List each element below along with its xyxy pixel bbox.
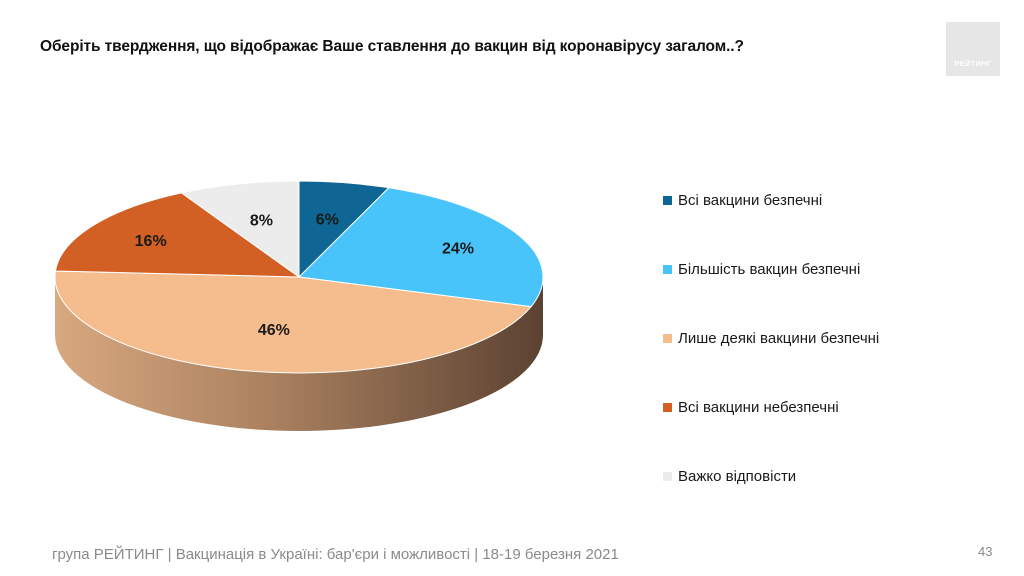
legend-item: Більшість вакцин безпечні <box>663 261 860 278</box>
legend-label: Більшість вакцин безпечні <box>678 261 861 278</box>
legend-item: Всі вакцини небезпечні <box>663 399 839 416</box>
footer-text: група РЕЙТИНГ | Вакцинація в Україні: ба… <box>52 546 619 563</box>
legend-swatch <box>663 472 672 481</box>
pie-slice <box>297 187 544 308</box>
pie-slice <box>54 270 533 374</box>
slice-label: 24% <box>442 241 474 258</box>
legend-label: Всі вакцини небезпечні <box>678 399 839 416</box>
pie-top <box>54 180 544 374</box>
pie-slice <box>180 180 300 278</box>
legend-label: Важко відповісти <box>678 468 797 485</box>
pie-side-shape <box>55 277 543 431</box>
legend-swatch <box>663 334 672 343</box>
legend-item: Всі вакцини безпечні <box>663 192 822 209</box>
legend-swatch <box>663 265 672 274</box>
legend-swatch <box>663 403 672 412</box>
slice-label: 46% <box>258 322 290 339</box>
pie-slice <box>54 192 301 278</box>
slice-label: 8% <box>250 212 273 229</box>
rating-logo: РЕЙТИНГ <box>946 22 1000 76</box>
legend-label: Лише деякі вакцини безпечні <box>678 330 880 347</box>
legend-item: Важко відповісти <box>663 468 796 485</box>
page-number: 43 <box>978 544 993 559</box>
slice-label: 6% <box>316 212 339 229</box>
slice-label: 16% <box>135 233 167 250</box>
legend-item: Лише деякі вакцини безпечні <box>663 330 879 347</box>
pie-labels: 6% 24% 46% 16% 8% <box>135 212 474 339</box>
page-title: Оберіть твердження, що відображає Ваше с… <box>40 38 744 55</box>
legend-label: Всі вакцини безпечні <box>678 192 823 209</box>
logo-text: РЕЙТИНГ <box>954 59 992 68</box>
legend-swatch <box>663 196 672 205</box>
